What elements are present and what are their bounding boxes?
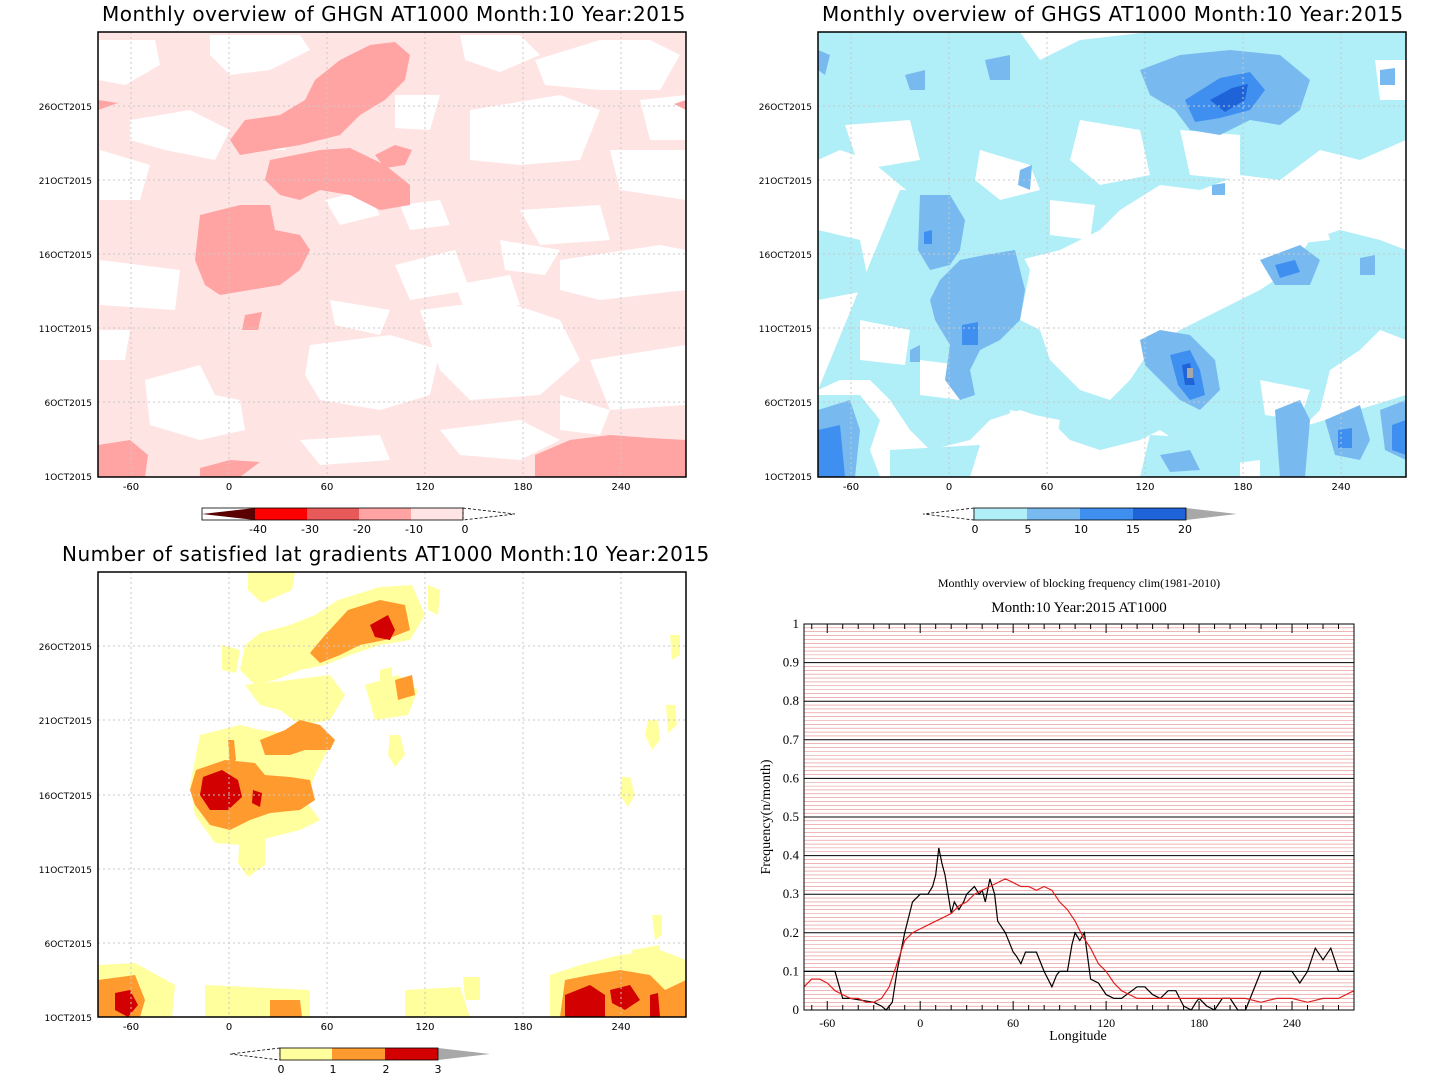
gradients-xtick: 180 — [513, 1022, 532, 1033]
gradients-ytick: 26OCT2015 — [39, 643, 92, 653]
gradients-colorbar: 0 1 2 3 — [229, 1047, 490, 1076]
ghgs-ytick: 11OCT2015 — [759, 325, 812, 335]
ghgn-colorbar: -40 -30 -20 -10 0 — [201, 507, 516, 536]
freq-series-line-1 — [803, 878, 1355, 1003]
gradients-ytick: 6OCT2015 — [45, 940, 93, 950]
ghgs-ytick: 6OCT2015 — [765, 399, 813, 409]
ghgs-cbar-label: 0 — [972, 523, 979, 536]
ghgn-ytick: 11OCT2015 — [39, 325, 92, 335]
gradients-ytick: 21OCT2015 — [39, 717, 92, 727]
gradients-xtick: 0 — [226, 1022, 232, 1033]
ghgn-chart: 26OCT2015 21OCT2015 16OCT2015 11OCT2015 … — [39, 31, 687, 536]
ghgn-ytick: 26OCT2015 — [39, 103, 92, 113]
ghgs-xtick: 60 — [1041, 482, 1054, 493]
freq-ytick: 0.4 — [783, 848, 800, 863]
ghgn-xtick: 0 — [226, 482, 232, 493]
freq-grid — [804, 662, 1354, 972]
freq-ytick: 0.8 — [783, 693, 799, 708]
ghgn-cbar-label: -30 — [301, 523, 319, 536]
ghgs-ytick: 26OCT2015 — [759, 103, 812, 113]
ghgn-title: Monthly overview of GHGN AT1000 Month:10… — [102, 2, 686, 26]
freq-subtitle: Month:10 Year:2015 AT1000 — [991, 600, 1166, 616]
gradients-y-ticks: 26OCT2015 21OCT2015 16OCT2015 11OCT2015 … — [39, 643, 92, 1024]
ghgs-xtick: 0 — [946, 482, 952, 493]
freq-xlabel: Longitude — [1049, 1029, 1107, 1044]
freq-xtick: 180 — [1190, 1016, 1208, 1030]
ghgn-ytick: 6OCT2015 — [45, 399, 93, 409]
ghgn-ytick: 16OCT2015 — [39, 251, 92, 261]
ghgn-x-ticks: -60 0 60 120 180 240 — [123, 482, 631, 493]
ghgs-y-ticks: 26OCT2015 21OCT2015 16OCT2015 11OCT2015 … — [759, 103, 812, 483]
freq-ytick: 0.6 — [783, 770, 800, 785]
ghgs-title: Monthly overview of GHGS AT1000 Month:10… — [822, 2, 1404, 26]
gradients-field — [98, 572, 686, 1017]
ghgs-ytick: 16OCT2015 — [759, 251, 812, 261]
ghgs-xtick: 240 — [1331, 482, 1350, 493]
ghgn-cbar-label: 0 — [462, 523, 469, 536]
ghgs-xtick: -60 — [843, 482, 859, 493]
blocking-frequency-chart: Monthly overview of blocking frequency c… — [759, 576, 1355, 1044]
ghgs-cbar-label: 5 — [1025, 523, 1032, 536]
ghgs-ytick: 21OCT2015 — [759, 177, 812, 187]
freq-ytick: 0.3 — [783, 886, 799, 901]
ghgs-xtick: 180 — [1233, 482, 1252, 493]
ghgs-colorbar: 0 5 10 15 20 — [922, 507, 1237, 536]
freq-x-ticks: -60 0 60 120 180 240 — [819, 1016, 1301, 1030]
freq-tick-marks — [811, 624, 1355, 1010]
gradients-cbar-label: 2 — [383, 1063, 390, 1076]
freq-xtick: 120 — [1097, 1016, 1115, 1030]
freq-ytick: 0.7 — [783, 732, 800, 747]
gradients-ytick: 1OCT2015 — [45, 1014, 93, 1024]
ghgn-field — [98, 32, 686, 477]
ghgs-ytick: 1OCT2015 — [765, 473, 813, 483]
gradients-x-ticks: -60 0 60 120 180 240 — [123, 1022, 631, 1033]
ghgn-xtick: 180 — [513, 482, 532, 493]
gradients-grid — [98, 572, 686, 1017]
freq-y-ticks: 0 0.1 0.2 0.3 0.4 0.5 0.6 0.7 0.8 0.9 1 — [783, 616, 800, 1017]
freq-ytick: 0.2 — [783, 925, 799, 940]
ghgs-chart: 26OCT2015 21OCT2015 16OCT2015 11OCT2015 … — [759, 31, 1407, 536]
gradients-cbar-label: 1 — [330, 1063, 337, 1076]
freq-ylabel: Frequency(n/month) — [759, 759, 774, 874]
freq-xtick: 0 — [917, 1016, 923, 1030]
ghgn-xtick: 120 — [415, 482, 434, 493]
ghgs-cbar-label: 10 — [1074, 523, 1088, 536]
gradients-title: Number of satisfied lat gradients AT1000… — [62, 542, 710, 566]
ghgn-cbar-label: -40 — [249, 523, 267, 536]
ghgn-grid — [98, 32, 686, 477]
ghgs-grid — [818, 32, 1406, 477]
gradients-ytick: 11OCT2015 — [39, 866, 92, 876]
gradients-xtick: 120 — [415, 1022, 434, 1033]
freq-series — [803, 847, 1355, 1011]
ghgs-cbar-label: 15 — [1126, 523, 1140, 536]
ghgs-xtick: 120 — [1135, 482, 1154, 493]
gradients-xtick: 60 — [321, 1022, 334, 1033]
freq-ytick: 1 — [793, 616, 800, 631]
freq-xtick: 240 — [1283, 1016, 1301, 1030]
gradients-cbar-label: 3 — [435, 1063, 442, 1076]
gradients-xtick: -60 — [123, 1022, 139, 1033]
ghgs-x-ticks: -60 0 60 120 180 240 — [843, 482, 1351, 493]
ghgn-y-ticks: 26OCT2015 21OCT2015 16OCT2015 11OCT2015 … — [39, 103, 92, 483]
freq-ytick: 0.5 — [783, 809, 799, 824]
gradients-cbar-label: 0 — [278, 1063, 285, 1076]
freq-ytick: 0.1 — [783, 963, 799, 978]
freq-xtick: -60 — [819, 1016, 835, 1030]
gradients-xtick: 240 — [611, 1022, 630, 1033]
ghgn-ytick: 21OCT2015 — [39, 177, 92, 187]
freq-xtick: 60 — [1007, 1016, 1019, 1030]
gradients-chart: 26OCT2015 21OCT2015 16OCT2015 11OCT2015 … — [39, 571, 687, 1076]
ghgs-field — [818, 32, 1406, 477]
freq-ytick: 0.9 — [783, 655, 799, 670]
ghgn-ytick: 1OCT2015 — [45, 473, 93, 483]
ghgn-xtick: -60 — [123, 482, 139, 493]
freq-ytick: 0 — [793, 1002, 800, 1017]
ghgn-cbar-label: -20 — [353, 523, 371, 536]
gradients-ytick: 16OCT2015 — [39, 792, 92, 802]
freq-title: Monthly overview of blocking frequency c… — [938, 576, 1220, 590]
ghgn-xtick: 60 — [321, 482, 334, 493]
ghgn-cbar-label: -10 — [405, 523, 423, 536]
ghgs-cbar-label: 20 — [1178, 523, 1192, 536]
ghgn-xtick: 240 — [611, 482, 630, 493]
